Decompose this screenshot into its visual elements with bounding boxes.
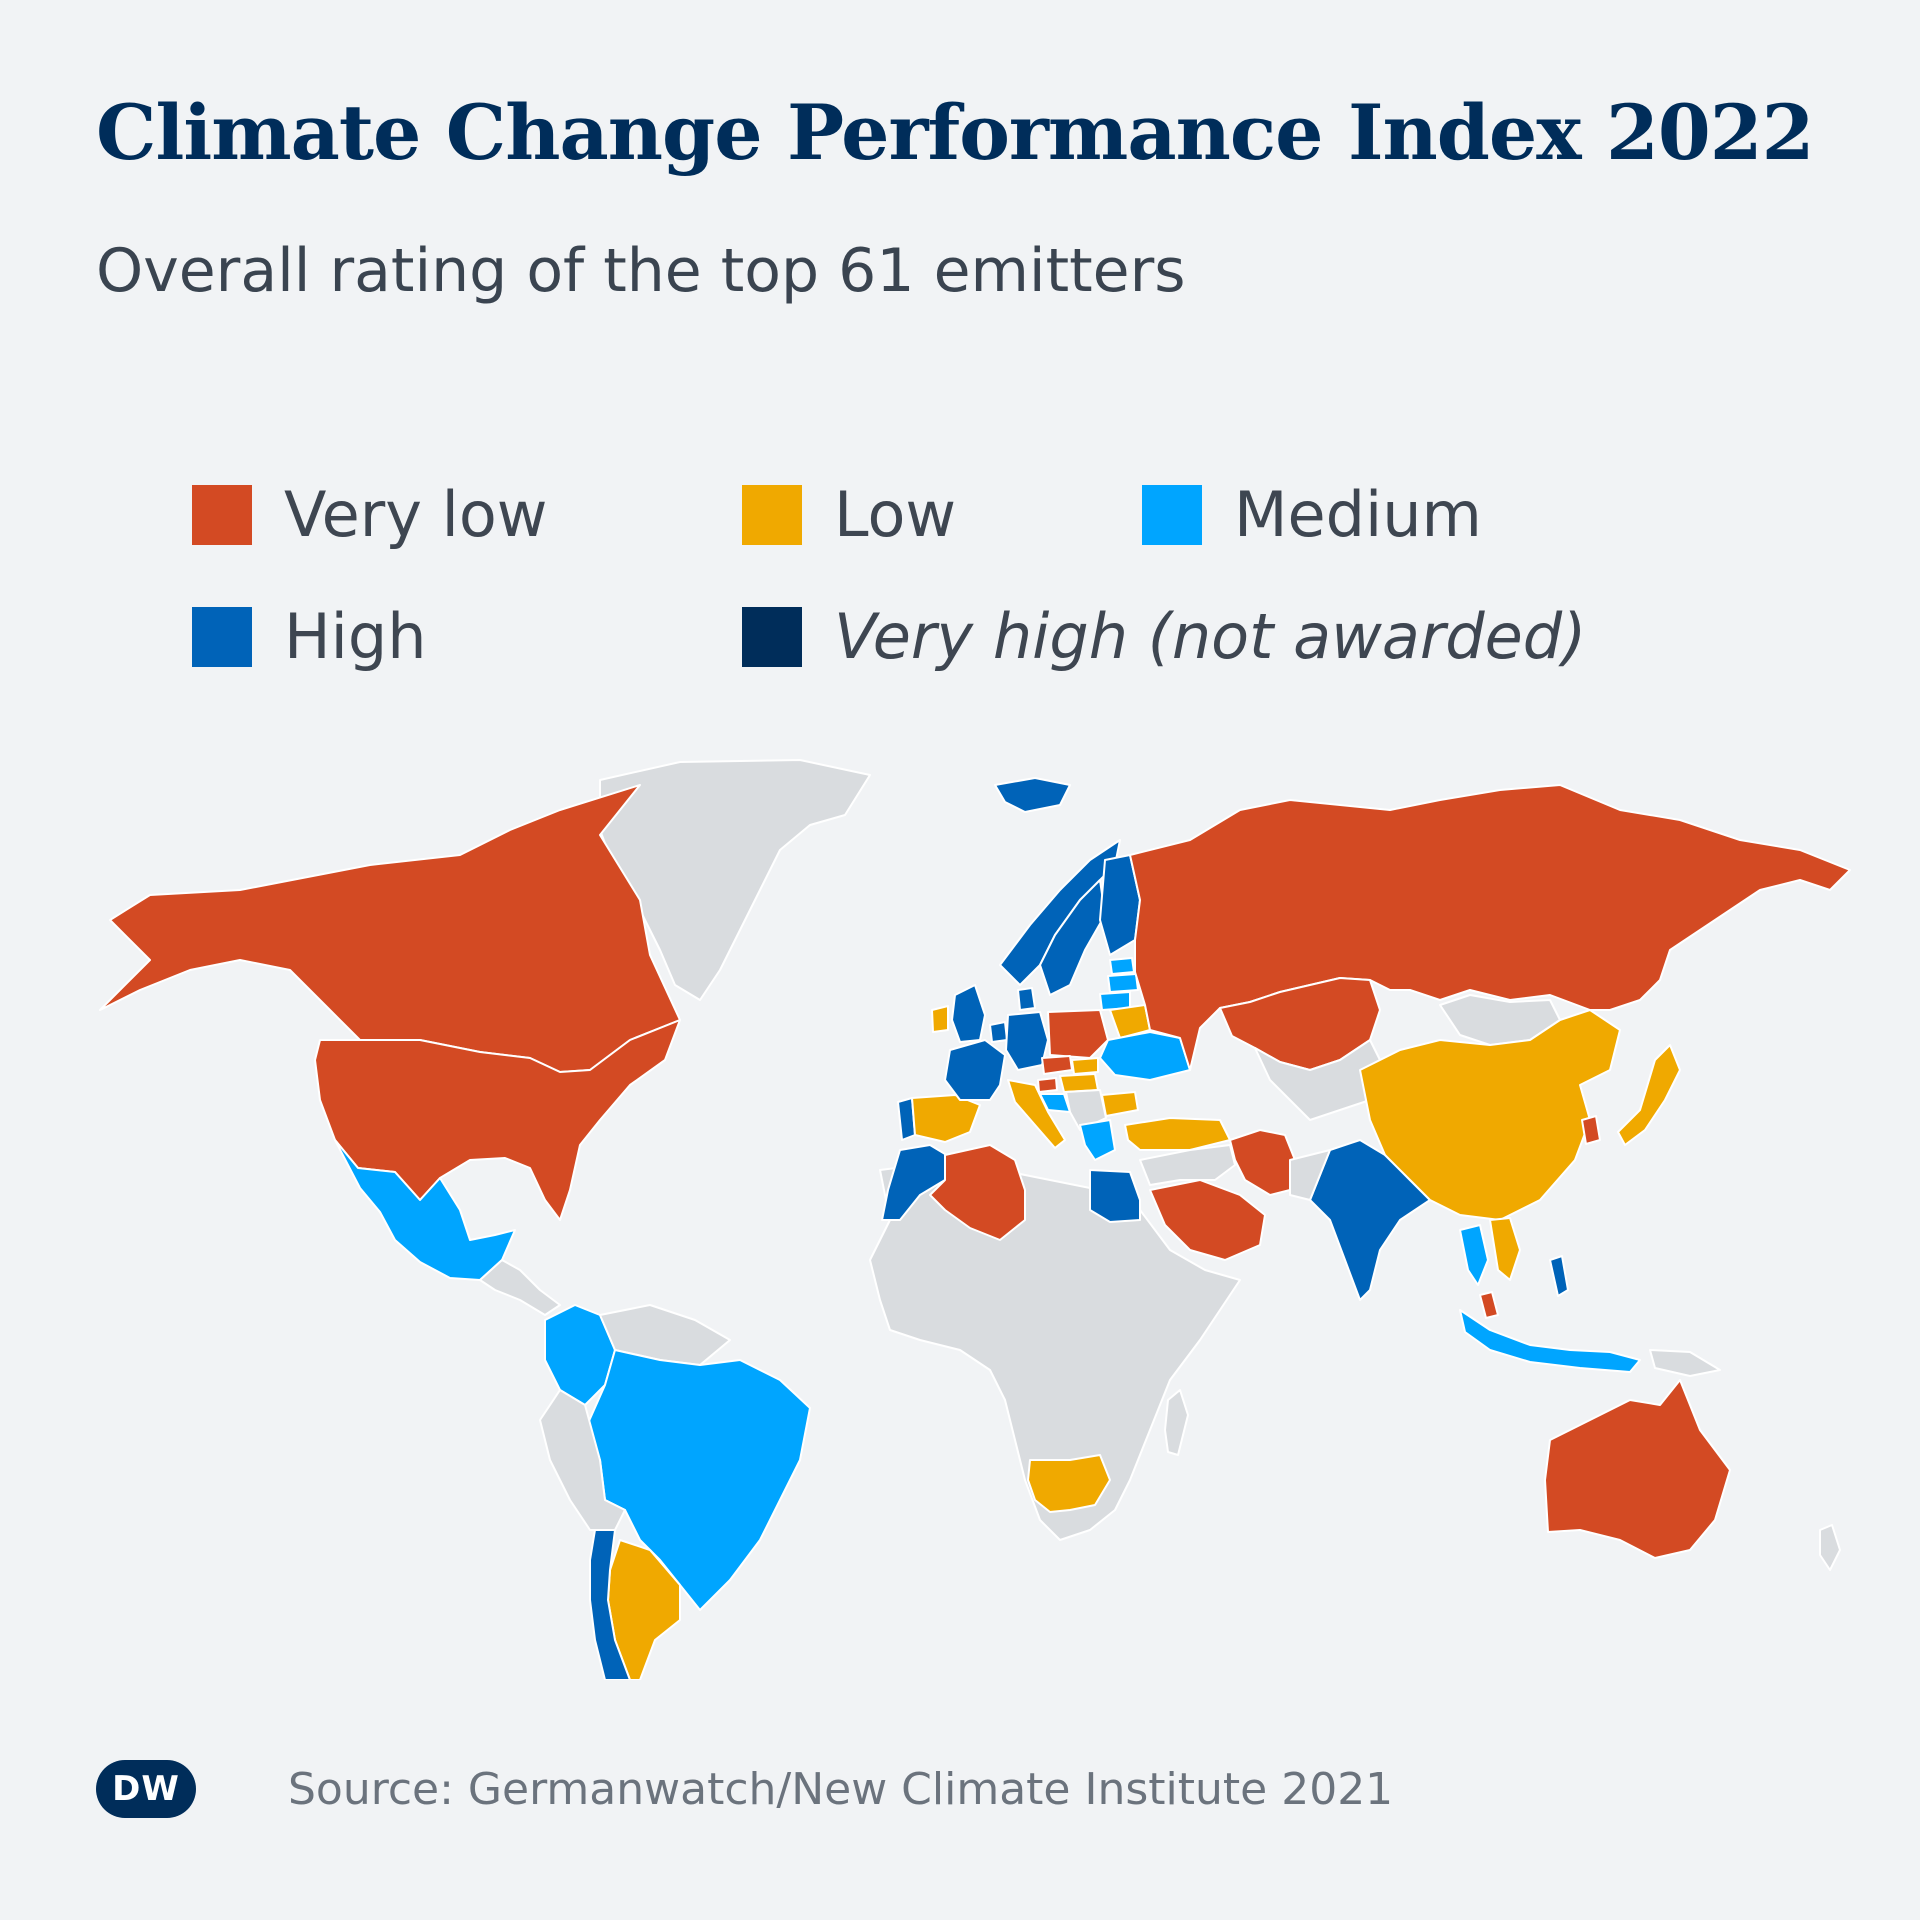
legend-item-low: Low	[742, 478, 956, 551]
country-thailand	[1459, 1224, 1489, 1286]
country-philippines	[1549, 1255, 1569, 1297]
legend-label-very-high: Very high (not awarded)	[834, 600, 1587, 673]
pakistan-region	[1289, 1149, 1331, 1201]
country-turkey	[1124, 1117, 1231, 1151]
country-spain	[911, 1094, 981, 1143]
country-united-kingdom	[951, 984, 986, 1043]
svalbard	[994, 777, 1071, 813]
country-denmark	[1017, 987, 1036, 1011]
country-greece	[1079, 1119, 1116, 1161]
country-chile	[589, 1529, 631, 1680]
country-iran	[1229, 1129, 1296, 1196]
legend-label-very-low: Very low	[284, 478, 548, 551]
legend-swatch-medium	[1142, 484, 1202, 545]
country-vietnam	[1489, 1217, 1521, 1281]
country-ireland	[931, 1005, 949, 1033]
country-malaysia	[1479, 1291, 1499, 1319]
world-map	[99, 759, 1851, 1680]
papua	[1649, 1349, 1721, 1377]
country-indonesia	[1459, 1309, 1641, 1373]
country-ukraine	[1099, 1031, 1191, 1081]
page-subtitle: Overall rating of the top 61 emitters	[96, 236, 1186, 306]
source-note: Source: Germanwatch/New Climate Institut…	[288, 1763, 1394, 1815]
country-china	[1359, 1009, 1621, 1221]
central-america	[479, 1259, 561, 1316]
middle-east	[1139, 1144, 1236, 1186]
country-japan	[1617, 1044, 1681, 1146]
legend-item-very-low: Very low	[192, 478, 548, 551]
country-bulgaria	[1101, 1091, 1139, 1117]
country-canada	[99, 784, 681, 1073]
country-south-korea	[1581, 1115, 1601, 1145]
country-france	[944, 1039, 1006, 1101]
new-zealand	[1819, 1524, 1841, 1571]
legend-item-very-high: Very high (not awarded)	[742, 600, 1586, 673]
legend-item-high: High	[192, 600, 427, 673]
country-slovakia	[1071, 1057, 1099, 1075]
page-title: Climate Change Performance Index 2022	[96, 88, 1815, 177]
country-netherlands	[989, 1021, 1008, 1043]
country-russia	[1129, 784, 1851, 1071]
legend-label-high: High	[284, 600, 427, 673]
footer: DW Source: Germanwatch/New Climate Insti…	[96, 1760, 1393, 1818]
legend-swatch-high	[192, 606, 252, 667]
country-algeria	[929, 1144, 1026, 1241]
country-hungary	[1059, 1073, 1099, 1093]
country-morocco	[881, 1144, 956, 1221]
country-south-africa	[1027, 1454, 1111, 1513]
country-estonia	[1109, 957, 1135, 975]
legend-swatch-very-low	[192, 484, 252, 545]
country-czech-republic	[1041, 1055, 1073, 1075]
country-mexico	[334, 1139, 516, 1281]
legend-label-low: Low	[834, 478, 957, 551]
legend-swatch-very-high	[742, 606, 802, 667]
country-slovenia	[1037, 1077, 1058, 1093]
country-saudi-arabia	[1149, 1179, 1266, 1261]
country-poland	[1047, 1009, 1109, 1059]
country-italy	[1007, 1079, 1066, 1149]
dw-logo: DW	[96, 1760, 196, 1818]
africa	[869, 1164, 1241, 1541]
country-latvia	[1107, 973, 1139, 993]
legend-swatch-low	[742, 484, 802, 545]
country-australia	[1544, 1379, 1731, 1559]
legend-label-medium: Medium	[1234, 478, 1482, 551]
legend-item-medium: Medium	[1142, 478, 1482, 551]
country-egypt	[1089, 1169, 1141, 1223]
madagascar	[1164, 1389, 1189, 1456]
